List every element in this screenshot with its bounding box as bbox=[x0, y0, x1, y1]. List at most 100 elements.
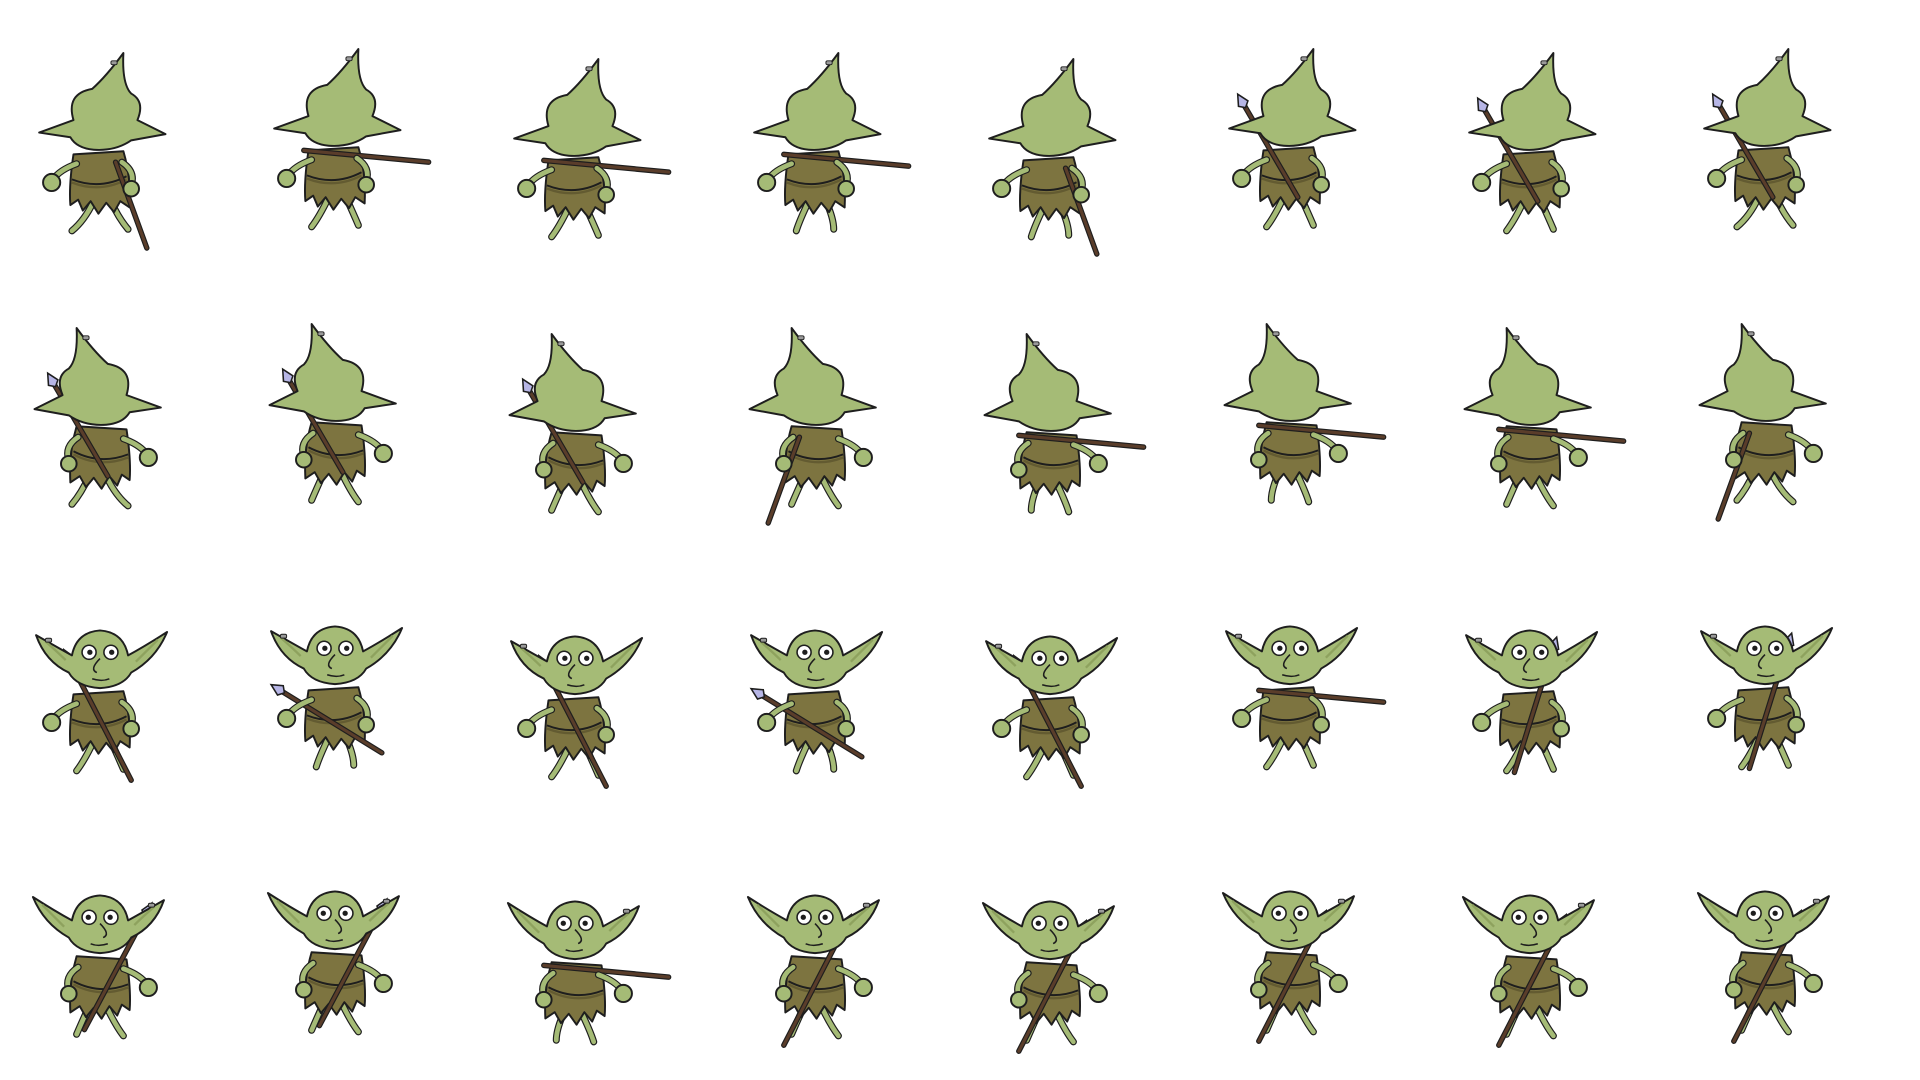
ear-shade-right bbox=[1085, 644, 1109, 669]
nose bbox=[1764, 918, 1773, 935]
fist-right bbox=[1072, 725, 1090, 744]
goblin-sprite-frame bbox=[510, 635, 644, 789]
goblin-body bbox=[1698, 323, 1827, 522]
earring-icon bbox=[622, 908, 631, 914]
fist-left bbox=[277, 708, 297, 729]
ear-shade-left bbox=[44, 640, 67, 661]
earring-icon bbox=[1032, 341, 1040, 347]
goblin-body bbox=[266, 890, 400, 1036]
nose bbox=[567, 663, 576, 680]
fist-left bbox=[277, 168, 297, 189]
fist-left bbox=[517, 718, 537, 739]
fist-right bbox=[535, 990, 553, 1009]
earring-icon bbox=[862, 902, 871, 908]
spear-tip-icon bbox=[46, 371, 59, 388]
belt bbox=[306, 171, 362, 182]
goblin-sprite-frame bbox=[1228, 48, 1357, 231]
ear-shade-left bbox=[759, 640, 782, 661]
fist-right bbox=[60, 454, 78, 473]
fist-right bbox=[1490, 454, 1508, 473]
goblin-sprite-frame bbox=[1463, 327, 1627, 510]
mouth bbox=[1520, 943, 1539, 947]
fist-right bbox=[1725, 980, 1743, 999]
spear-shaft bbox=[1064, 166, 1099, 256]
fist-right bbox=[1250, 450, 1268, 469]
goblin-head-back bbox=[748, 327, 877, 426]
spear-shaft bbox=[766, 435, 801, 525]
mouth bbox=[1040, 949, 1059, 953]
fist-right bbox=[597, 725, 615, 744]
goblin-head-front bbox=[1700, 625, 1834, 686]
goblin-body bbox=[1700, 625, 1834, 772]
belt bbox=[306, 711, 362, 722]
belt bbox=[1503, 450, 1559, 461]
mouth bbox=[325, 939, 344, 943]
spear-shaft bbox=[758, 692, 864, 759]
ear-shade-right bbox=[610, 644, 634, 669]
spear-tip-icon bbox=[1711, 92, 1724, 109]
earring-icon bbox=[825, 60, 833, 66]
goblin-sprite-frame bbox=[38, 52, 167, 251]
goblin-body bbox=[1223, 323, 1387, 506]
mouth bbox=[1521, 678, 1540, 682]
fist-right bbox=[1010, 990, 1028, 1009]
goblin-sprite-frame bbox=[513, 58, 672, 241]
nose bbox=[807, 657, 816, 674]
pupil-left bbox=[1037, 655, 1043, 661]
fist-left bbox=[853, 977, 873, 998]
earring-icon bbox=[1272, 331, 1280, 337]
pupil-right bbox=[1539, 649, 1545, 655]
earring-icon bbox=[1097, 908, 1106, 914]
fist-right bbox=[775, 984, 793, 1003]
pupil-right bbox=[800, 914, 806, 920]
fist-right bbox=[1010, 460, 1028, 479]
fist-right bbox=[122, 719, 140, 738]
goblin-body bbox=[985, 635, 1119, 789]
nose bbox=[334, 918, 343, 935]
goblin-sprite-frame bbox=[1221, 890, 1355, 1044]
goblin-body bbox=[513, 58, 672, 241]
goblin-sprite-frame bbox=[35, 629, 169, 783]
pupil-left bbox=[342, 910, 348, 916]
fist-left bbox=[1803, 443, 1823, 464]
goblin-head-front bbox=[981, 900, 1115, 961]
goblin-head-back bbox=[38, 52, 167, 151]
spear-tip-icon bbox=[1476, 96, 1489, 113]
earring-icon bbox=[1474, 637, 1483, 643]
spear-shaft bbox=[278, 688, 384, 755]
pupil-right bbox=[1774, 645, 1780, 651]
earring-icon bbox=[1337, 898, 1346, 904]
fist-left bbox=[138, 447, 158, 468]
nose bbox=[1757, 653, 1766, 670]
fist-right bbox=[1250, 980, 1268, 999]
fist-right bbox=[1725, 450, 1743, 469]
ear-shade-right bbox=[991, 909, 1015, 934]
earring-icon bbox=[1060, 66, 1068, 72]
spear-tip-icon bbox=[269, 683, 286, 696]
spear-shaft bbox=[1716, 431, 1751, 521]
nose bbox=[92, 657, 101, 674]
ear-shade-left bbox=[368, 901, 391, 922]
earring-icon bbox=[147, 902, 156, 908]
ear-shade-right bbox=[1565, 638, 1589, 663]
ear-shade-left bbox=[1234, 636, 1257, 657]
fist-right bbox=[1552, 719, 1570, 738]
nose bbox=[1522, 657, 1531, 674]
earring-icon bbox=[797, 335, 805, 341]
goblin-head-back bbox=[1698, 323, 1827, 422]
goblin-sprite-frame bbox=[988, 58, 1117, 257]
ear-shade-left bbox=[519, 646, 542, 667]
fist-right bbox=[535, 460, 553, 479]
fist-left bbox=[1088, 453, 1108, 474]
goblin-head-back bbox=[33, 327, 162, 426]
goblin-body bbox=[1696, 890, 1830, 1044]
goblin-sprite-frame bbox=[1698, 323, 1827, 522]
fist-left bbox=[42, 712, 62, 733]
sprite-row-back bbox=[38, 48, 1832, 257]
goblin-sprite-frame bbox=[31, 894, 165, 1040]
ear-shade-left bbox=[1083, 911, 1106, 932]
ear-shade-right bbox=[135, 638, 159, 663]
nose bbox=[1289, 918, 1298, 935]
belt bbox=[73, 980, 129, 991]
